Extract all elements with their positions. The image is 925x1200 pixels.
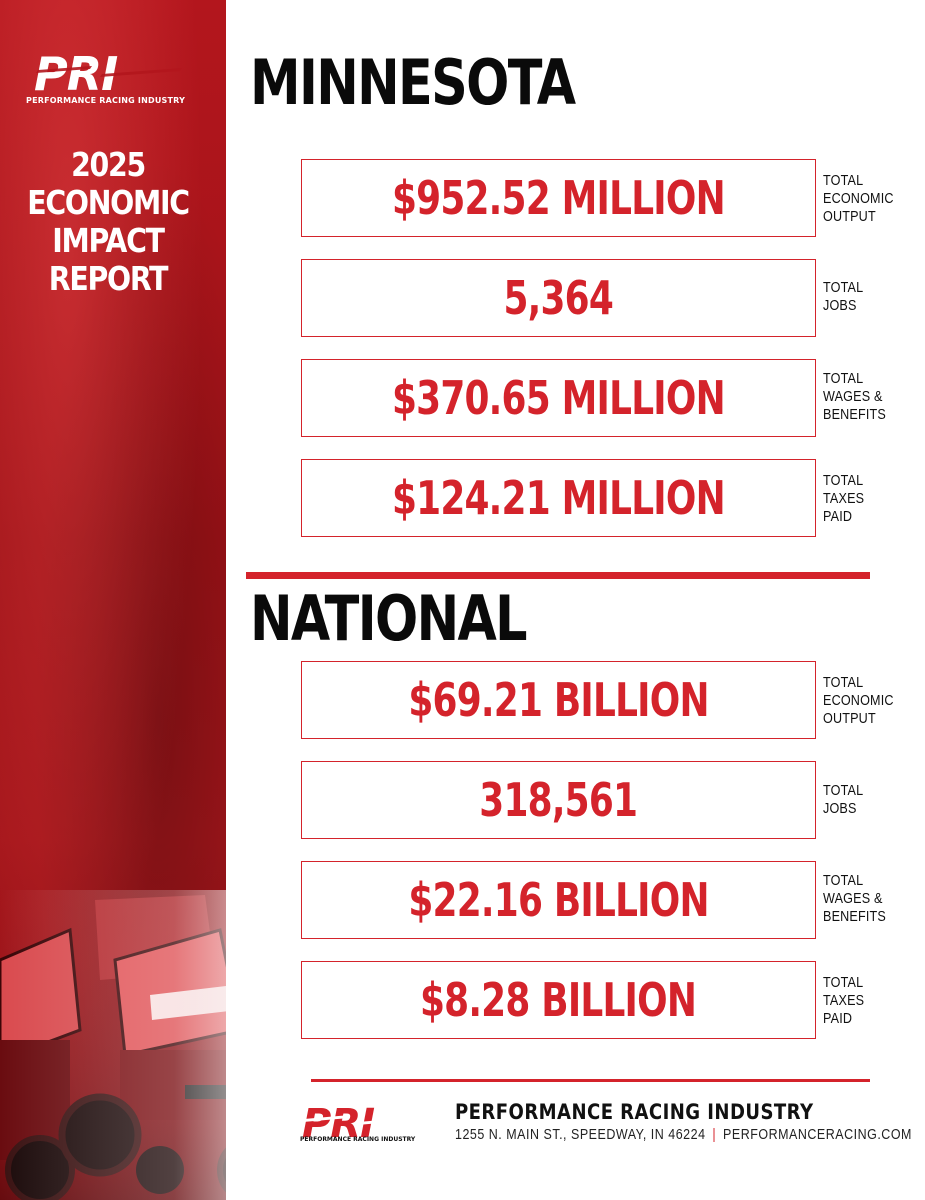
stat-label-line: ECONOMIC [823, 692, 894, 709]
stat-box-taxes-paid: $124.21 MILLION [301, 459, 816, 537]
stat-box-wages-benefits: $22.16 BILLION [301, 861, 816, 939]
footer-pri-logo: PRI [302, 1101, 428, 1147]
stat-label-line: TOTAL [823, 674, 864, 691]
report-title-year: 2025 [71, 145, 146, 184]
footer-address-line: 1255 N. MAIN ST., SPEEDWAY, IN 46224 | PER… [455, 1127, 912, 1143]
stat-label-line: WAGES & [823, 890, 883, 907]
stat-label-line: JOBS [823, 297, 857, 314]
footer-website-link[interactable]: PERFORMANCERACING.COM [723, 1127, 912, 1143]
stat-label-economic-output: TOTAL ECONOMIC OUTPUT [823, 674, 904, 728]
footer-separator: | [712, 1127, 717, 1143]
stat-label-line: OUTPUT [823, 208, 876, 225]
report-title: 2025 ECONOMIC IMPACT REPORT [15, 146, 201, 298]
footer-logo-tagline: PERFORMANCE RACING INDUSTRY [300, 1136, 416, 1143]
stat-box-wages-benefits: $370.65 MILLION [301, 359, 816, 437]
state-heading: MINNESOTA [250, 46, 576, 119]
pri-logo: PRI PERFORMANCE RACING INDUSTRY [26, 52, 202, 108]
stat-value: $952.52 MILLION [392, 171, 726, 225]
stat-label-line: WAGES & [823, 388, 883, 405]
stat-label-wages-benefits: TOTAL WAGES & BENEFITS [823, 370, 904, 424]
stat-label-line: TOTAL [823, 974, 864, 991]
footer-org-name: PERFORMANCE RACING INDUSTRY [455, 1100, 814, 1124]
stat-label-line: TOTAL [823, 782, 864, 799]
stat-label-line: ECONOMIC [823, 190, 894, 207]
section-divider [246, 572, 870, 579]
stat-label-line: OUTPUT [823, 710, 876, 727]
stat-label-economic-output: TOTAL ECONOMIC OUTPUT [823, 172, 904, 226]
logo-tagline: PERFORMANCE RACING INDUSTRY [26, 96, 186, 105]
stat-label-line: TOTAL [823, 172, 864, 189]
stat-label-jobs: TOTAL JOBS [823, 782, 904, 818]
stat-label-line: TAXES [823, 992, 865, 1009]
footer-rule [311, 1079, 870, 1082]
stat-value: $69.21 BILLION [408, 673, 709, 727]
stat-box-taxes-paid: $8.28 BILLION [301, 961, 816, 1039]
report-title-line4: REPORT [48, 259, 169, 298]
stat-label-line: BENEFITS [823, 406, 886, 423]
stat-value: $8.28 BILLION [420, 973, 697, 1027]
report-title-line2: ECONOMIC [27, 183, 190, 222]
stat-label-line: TOTAL [823, 872, 864, 889]
stat-label-line: BENEFITS [823, 908, 886, 925]
stat-box-jobs: 318,561 [301, 761, 816, 839]
stat-value: 5,364 [503, 271, 614, 325]
stat-label-line: TOTAL [823, 472, 864, 489]
stat-label-wages-benefits: TOTAL WAGES & BENEFITS [823, 872, 904, 926]
stat-box-economic-output: $952.52 MILLION [301, 159, 816, 237]
sidebar-panel: PRI PERFORMANCE RACING INDUSTRY 2025 ECO… [0, 0, 226, 1200]
national-heading: NATIONAL [250, 582, 528, 655]
stat-label-line: PAID [823, 1010, 853, 1027]
stat-value: $370.65 MILLION [392, 371, 726, 425]
stat-label-line: TOTAL [823, 279, 864, 296]
stat-value: 318,561 [479, 773, 639, 827]
stat-value: $22.16 BILLION [408, 873, 709, 927]
stat-label-jobs: TOTAL JOBS [823, 279, 904, 315]
pri-wordmark-icon: PRI [34, 52, 182, 96]
stat-box-economic-output: $69.21 BILLION [301, 661, 816, 739]
sprint-car-image [0, 890, 226, 1200]
stat-box-jobs: 5,364 [301, 259, 816, 337]
stat-value: $124.21 MILLION [392, 471, 726, 525]
stat-label-line: TOTAL [823, 370, 864, 387]
footer-address: 1255 N. MAIN ST., SPEEDWAY, IN 46224 [455, 1127, 706, 1143]
stat-label-taxes-paid: TOTAL TAXES PAID [823, 974, 904, 1028]
stat-label-taxes-paid: TOTAL TAXES PAID [823, 472, 904, 526]
stat-label-line: JOBS [823, 800, 857, 817]
report-title-line3: IMPACT [52, 221, 165, 260]
stat-label-line: TAXES [823, 490, 865, 507]
stat-label-line: PAID [823, 508, 853, 525]
